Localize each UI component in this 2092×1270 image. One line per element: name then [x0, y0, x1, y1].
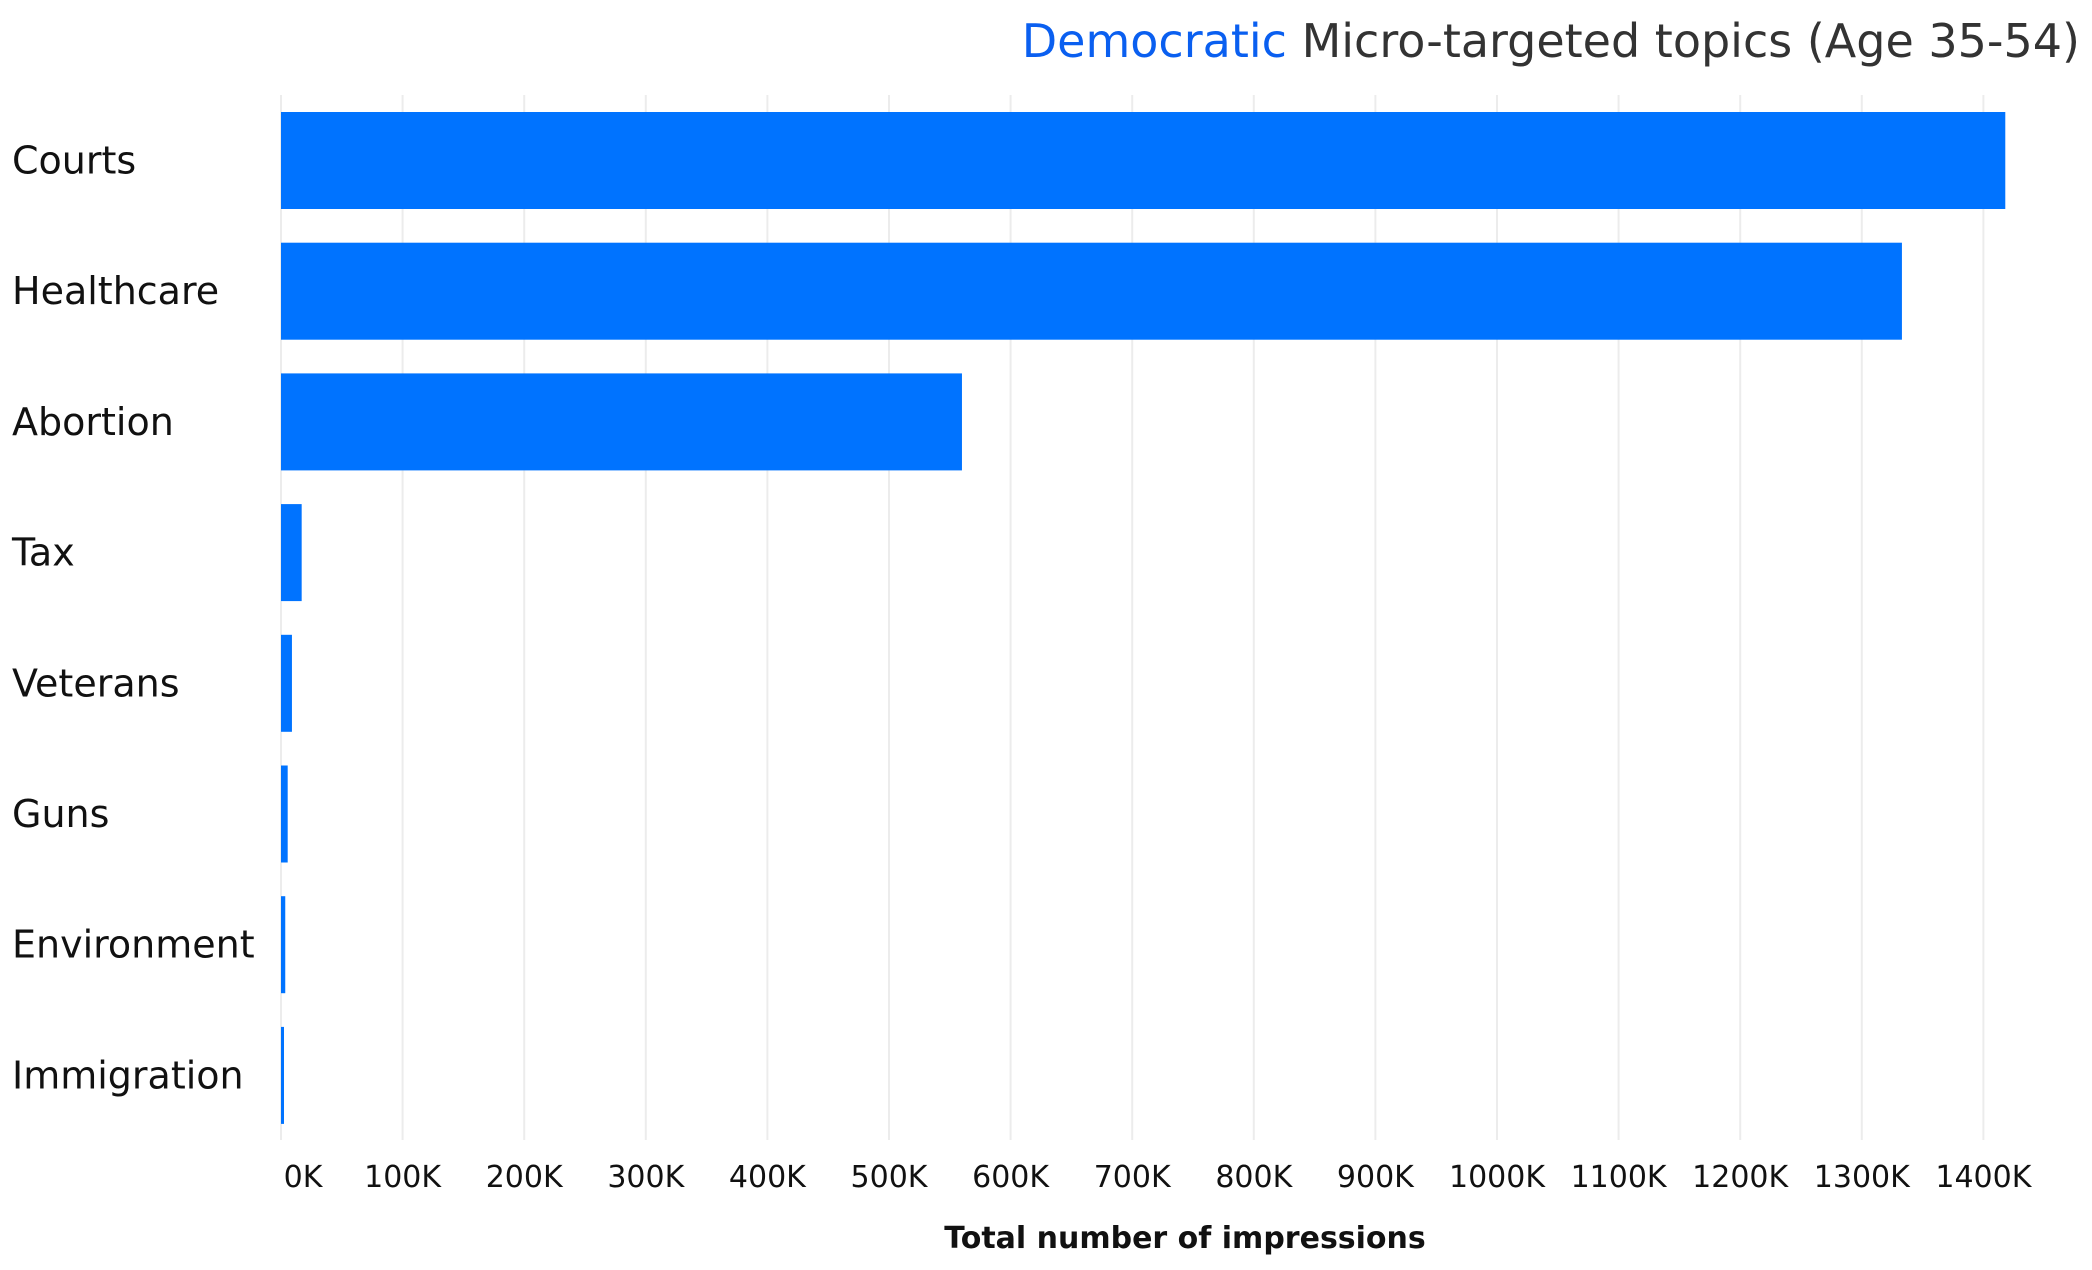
bar-immigration	[281, 1026, 284, 1124]
x-tick-label: 1000K	[1449, 1160, 1546, 1195]
category-label-veterans: Veterans	[12, 661, 180, 705]
chart-title-rest: Micro-targeted topics (Age 35-54)	[1301, 14, 2080, 68]
bar-guns	[281, 765, 288, 863]
category-label-courts: Courts	[12, 139, 136, 183]
x-tick-label: 600K	[972, 1160, 1050, 1195]
bar-tax	[281, 504, 302, 602]
x-tick-label: 900K	[1337, 1160, 1415, 1195]
x-tick-label: 800K	[1215, 1160, 1293, 1195]
category-label-abortion: Abortion	[12, 400, 174, 444]
bars	[281, 112, 2006, 1124]
bar-healthcare	[281, 242, 1902, 340]
bar-veterans	[281, 634, 292, 732]
category-label-healthcare: Healthcare	[12, 269, 219, 313]
x-tick-label: 100K	[364, 1160, 442, 1195]
x-tick-label: 1100K	[1571, 1160, 1668, 1195]
x-tick-label: 1200K	[1692, 1160, 1789, 1195]
x-tick-label: 1300K	[1814, 1160, 1911, 1195]
x-tick-label: 300K	[607, 1160, 685, 1195]
x-tick-label: 200K	[486, 1160, 564, 1195]
category-label-guns: Guns	[12, 792, 109, 836]
category-label-environment: Environment	[12, 923, 255, 967]
x-tick-label: 400K	[729, 1160, 807, 1195]
x-tick-label: 500K	[851, 1160, 929, 1195]
x-tick-label: 0K	[284, 1160, 324, 1195]
category-label-tax: Tax	[11, 531, 75, 575]
x-axis-title: Total number of impressions	[944, 1221, 1426, 1256]
chart-title-highlight: Democratic	[1021, 14, 1287, 68]
x-tick-labels: 0K 100K 200K 300K 400K 500K 600K 700K 800K 900K 10…	[284, 1160, 2033, 1195]
bar-environment	[281, 896, 286, 994]
x-tick-label: 1400K	[1935, 1160, 2032, 1195]
bar-courts	[281, 112, 2006, 209]
category-labels: Courts Healthcare Abortion Tax Veterans Guns E…	[11, 139, 255, 1098]
x-tick-label: 700K	[1094, 1160, 1172, 1195]
category-label-immigration: Immigration	[12, 1053, 244, 1097]
chart-title: Democratic Micro-targeted topics (Age 35…	[1022, 14, 2080, 68]
bar-abortion	[281, 373, 962, 471]
